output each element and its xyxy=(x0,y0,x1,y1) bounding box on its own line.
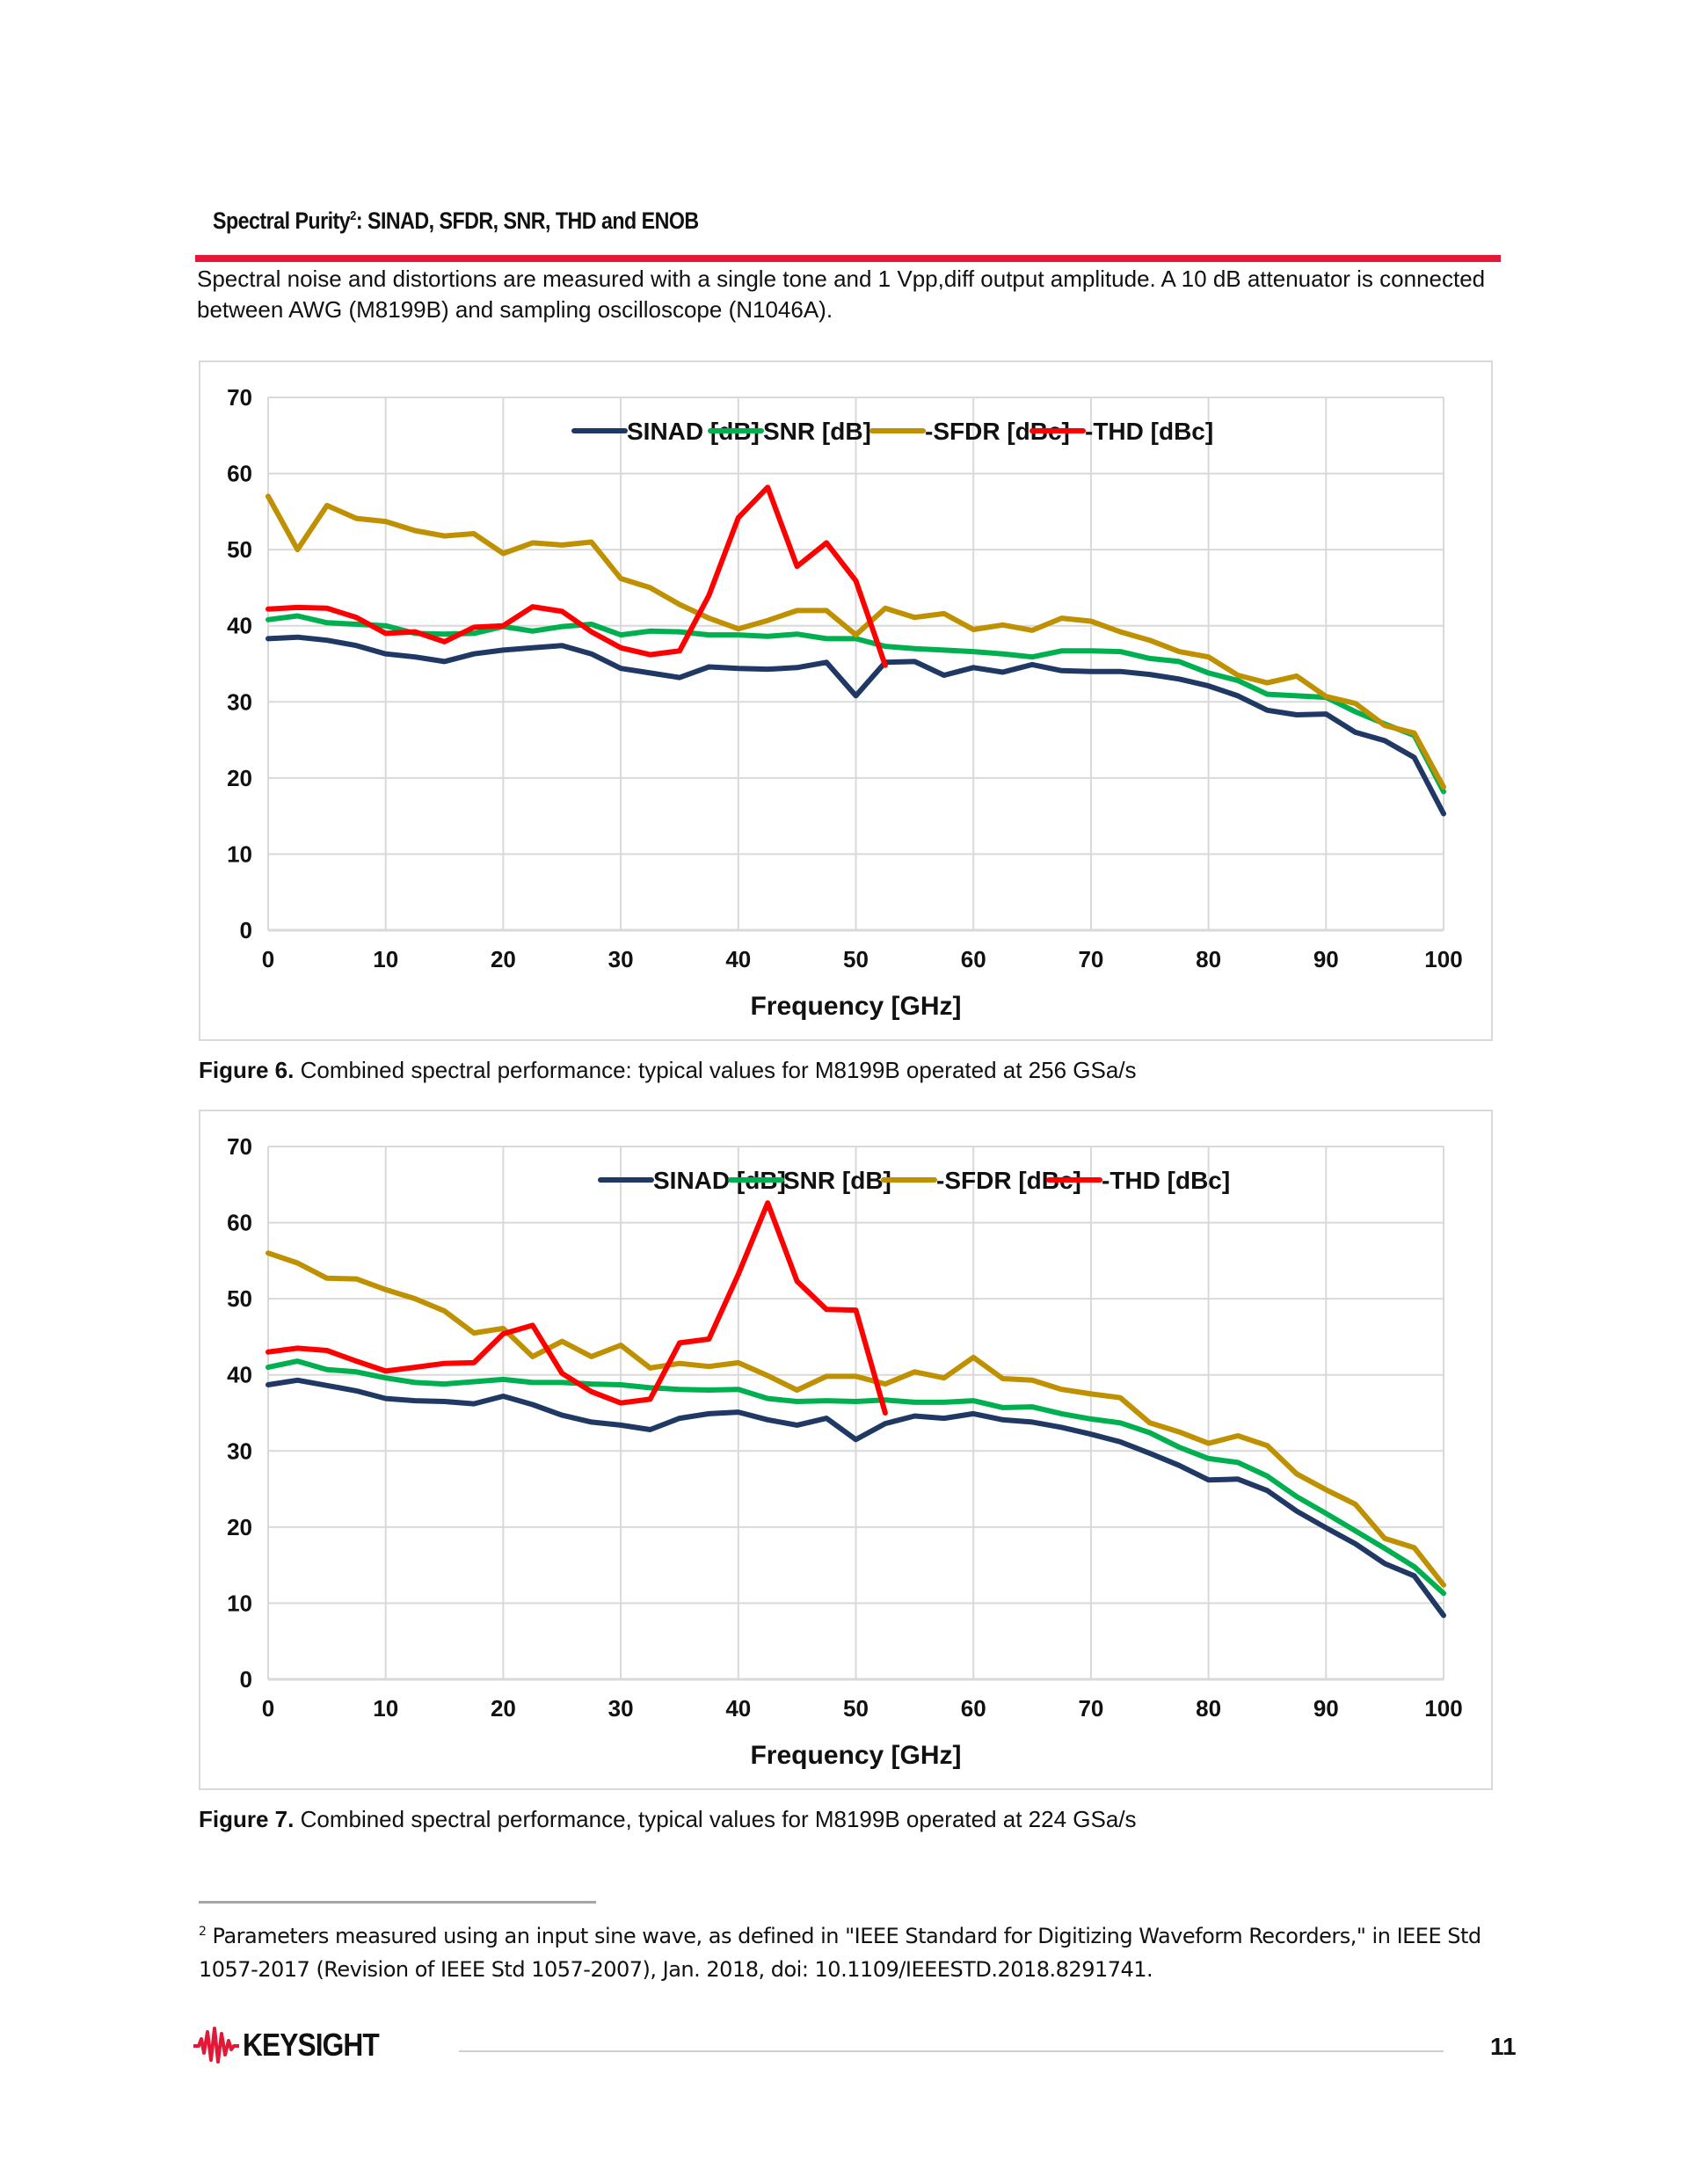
keysight-wave-icon xyxy=(193,2027,239,2064)
section-title: Spectral Purity2: SINAD, SFDR, SNR, THD … xyxy=(213,207,699,235)
x-tick-label: 70 xyxy=(1078,1695,1103,1722)
x-tick-label: 80 xyxy=(1196,946,1221,972)
legend-label-snr: SNR [dB] xyxy=(763,418,871,445)
figure-6-caption: Figure 6. Combined spectral performance:… xyxy=(199,1057,1137,1084)
series-line-sinad xyxy=(266,634,1446,817)
keysight-logo[interactable]: KEYSIGHT xyxy=(192,2025,397,2065)
y-tick-label: 10 xyxy=(227,841,252,867)
page-number: 11 xyxy=(1490,2033,1517,2060)
series-line-snr xyxy=(266,1358,1446,1597)
x-tick-label: 50 xyxy=(843,946,869,972)
x-tick-label: 90 xyxy=(1313,946,1339,972)
x-axis-label: Frequency [GHz] xyxy=(750,992,961,1021)
y-tick-label: 60 xyxy=(227,461,252,487)
x-tick-label: 50 xyxy=(843,1695,869,1722)
section-title-rest: : SINAD, SFDR, SNR, THD and ENOB xyxy=(355,207,699,234)
brand-name: KEYSIGHT xyxy=(243,2027,380,2063)
y-tick-label: 60 xyxy=(227,1210,252,1236)
x-tick-label: 40 xyxy=(725,946,751,972)
series-line-sfdr xyxy=(266,493,1446,790)
chart-svg: 0 10 20 30 40 50 60 70 0 10 20 30 40 50 60 70 80 90 100 Fre… xyxy=(227,1133,1463,1770)
y-tick-label: 20 xyxy=(227,765,252,791)
series-line-thd xyxy=(266,1200,888,1416)
x-tick-label: 60 xyxy=(961,946,986,972)
x-tick-label: 20 xyxy=(491,946,516,972)
x-tick-label: 0 xyxy=(262,1695,274,1722)
x-tick-label: 30 xyxy=(608,946,634,972)
figure-6-chart: 0 10 20 30 40 50 60 70 0 10 20 30 40 50 60 70 80 90 100 Fre… xyxy=(199,360,1493,1041)
x-tick-label: 90 xyxy=(1313,1695,1339,1722)
x-tick-label: 70 xyxy=(1078,946,1103,972)
legend-label-thd: -THD [dBc] xyxy=(1085,418,1213,445)
section-divider xyxy=(195,255,1501,262)
chart-svg: 0 10 20 30 40 50 60 70 0 10 20 30 40 50 60 70 80 90 100 Fre… xyxy=(227,384,1463,1021)
y-tick-label: 70 xyxy=(227,1133,252,1160)
legend-label-snr: SNR [dB] xyxy=(783,1167,891,1194)
x-tick-label: 20 xyxy=(491,1695,516,1722)
x-tick-label: 60 xyxy=(961,1695,986,1722)
x-tick-label: 10 xyxy=(373,946,398,972)
figure-label: Figure 7. xyxy=(199,1806,295,1832)
y-tick-label: 30 xyxy=(227,1438,252,1464)
footnote-ref[interactable]: 2 xyxy=(350,208,356,223)
x-tick-label: 100 xyxy=(1424,946,1462,972)
footnote: 2 Parameters measured using an input sin… xyxy=(199,1915,1517,1986)
y-tick-label: 30 xyxy=(227,688,252,715)
series-line-sinad xyxy=(266,1377,1446,1619)
x-axis-label: Frequency [GHz] xyxy=(750,1741,961,1770)
y-tick-label: 0 xyxy=(240,1666,252,1693)
y-tick-label: 40 xyxy=(227,613,252,639)
x-tick-label: 40 xyxy=(725,1695,751,1722)
x-tick-label: 0 xyxy=(262,946,274,972)
y-tick-label: 50 xyxy=(227,1285,252,1312)
footer-divider xyxy=(459,2050,1444,2052)
figure-caption-text: Combined spectral performance: typical v… xyxy=(294,1057,1137,1083)
series-line-thd xyxy=(266,484,888,668)
figure-7-chart: 0 10 20 30 40 50 60 70 0 10 20 30 40 50 60 70 80 90 100 Fre… xyxy=(199,1110,1493,1790)
intro-paragraph: Spectral noise and distortions are measu… xyxy=(197,266,1486,323)
y-tick-label: 0 xyxy=(240,917,252,943)
y-tick-label: 10 xyxy=(227,1590,252,1616)
figure-caption-text: Combined spectral performance, typical v… xyxy=(294,1806,1137,1832)
y-tick-label: 70 xyxy=(227,384,252,411)
figure-7-caption: Figure 7. Combined spectral performance,… xyxy=(199,1806,1137,1833)
x-tick-label: 100 xyxy=(1424,1695,1462,1722)
footnote-divider xyxy=(199,1901,596,1904)
figure-label: Figure 6. xyxy=(199,1057,295,1083)
section-title-text: Spectral Purity xyxy=(213,207,351,234)
series-line-sfdr xyxy=(266,1250,1446,1588)
x-tick-label: 30 xyxy=(608,1695,634,1722)
x-tick-label: 80 xyxy=(1196,1695,1221,1722)
y-tick-label: 40 xyxy=(227,1362,252,1388)
y-tick-label: 50 xyxy=(227,536,252,563)
footnote-marker: 2 xyxy=(199,1925,207,1939)
x-tick-label: 10 xyxy=(373,1695,398,1722)
y-tick-label: 20 xyxy=(227,1514,252,1540)
legend-label-thd: -THD [dBc] xyxy=(1102,1167,1230,1194)
footnote-text: Parameters measured using an input sine … xyxy=(199,1924,1481,1982)
